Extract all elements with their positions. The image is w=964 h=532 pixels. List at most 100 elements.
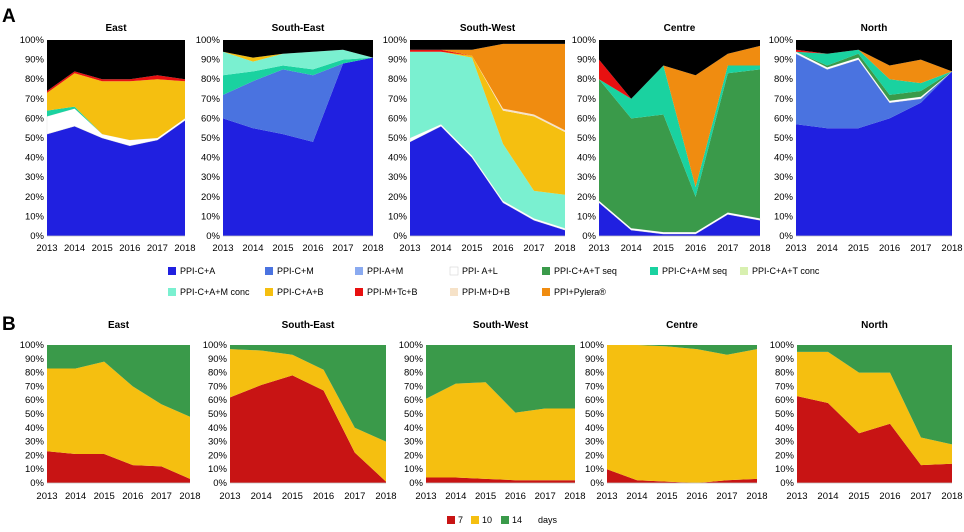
y-tick-label: 90% <box>25 55 45 66</box>
panel-label-b: B <box>2 314 16 335</box>
chart-a-centre: 0% 10% 20% 30% 40% 50% 60% 70% 80% 90% 100% 2013 201… <box>572 23 771 254</box>
x-tick-label: 2014 <box>445 491 466 502</box>
y-tick-label: 50% <box>201 133 221 144</box>
area-ppi-c-a-t-seq <box>599 69 760 233</box>
legend-swatch <box>450 288 458 296</box>
chart-title: South-West <box>460 23 516 34</box>
x-tick-label: 2015 <box>272 243 293 254</box>
area-7 <box>607 469 757 483</box>
y-tick-label: 80% <box>774 74 794 85</box>
area-ppi-c-a-m-seq <box>47 106 185 140</box>
y-tick-label: 70% <box>774 94 794 105</box>
y-tick-label: 60% <box>208 395 228 406</box>
x-tick-label: 2017 <box>910 243 931 254</box>
y-tick-label: 100% <box>196 35 221 46</box>
y-tick-label: 60% <box>585 395 605 406</box>
y-tick-label: 30% <box>25 437 45 448</box>
area-ppi-c-a-m-conc <box>223 49 373 76</box>
x-tick-label: 2013 <box>415 491 436 502</box>
y-tick-label: 20% <box>25 192 45 203</box>
legend-swatch <box>650 267 658 275</box>
x-tick-label: 2014 <box>242 243 263 254</box>
x-tick-label: 2016 <box>685 243 706 254</box>
y-tick-label: 70% <box>775 381 795 392</box>
y-tick-label: 100% <box>20 340 45 351</box>
charts-layer: 0% 10% 20% 30% 40% 50% 60% 70% 80% 90% 100% 2013 201… <box>20 23 963 502</box>
y-tick-label: 0% <box>590 478 604 489</box>
y-tick-label: 20% <box>774 192 794 203</box>
y-tick-label: 40% <box>775 423 795 434</box>
y-tick-label: 100% <box>770 340 795 351</box>
y-tick-label: 30% <box>388 172 408 183</box>
y-tick-label: 70% <box>585 381 605 392</box>
legend-item-ppi-c-m: PPI-C+M <box>265 266 314 276</box>
area-ppi-c-a-m-conc <box>410 51 565 229</box>
area-other <box>410 40 565 50</box>
y-tick-label: 20% <box>201 192 221 203</box>
area-14 <box>230 345 386 442</box>
legend-label: PPI- A+L <box>462 266 498 276</box>
x-tick-label: 2017 <box>535 491 556 502</box>
legend-swatch <box>355 267 363 275</box>
x-tick-label: 2013 <box>399 243 420 254</box>
area-ppi-c-m <box>796 53 952 129</box>
area-ppi-m-d-b <box>410 49 565 133</box>
legend-item-ppi-a-l: PPI- A+L <box>449 266 498 276</box>
y-tick-label: 10% <box>25 464 45 475</box>
area-14 <box>607 345 757 355</box>
chart-a-north: 0% 10% 20% 30% 40% 50% 60% 70% 80% 90% 100% 2013 201… <box>769 23 963 254</box>
y-tick-label: 60% <box>577 113 597 124</box>
y-tick-label: 50% <box>775 409 795 420</box>
y-tick-label: 40% <box>577 153 597 164</box>
x-tick-label: 2018 <box>179 491 200 502</box>
y-tick-label: 80% <box>404 368 424 379</box>
y-tick-label: 40% <box>201 153 221 164</box>
x-tick-label: 2015 <box>656 491 677 502</box>
panel-label-a: A <box>2 6 16 27</box>
legend-swatch <box>501 516 509 524</box>
y-tick-label: 20% <box>577 192 597 203</box>
y-tick-label: 0% <box>213 478 227 489</box>
y-tick-label: 30% <box>774 172 794 183</box>
area-ppi-c-m <box>223 57 373 142</box>
y-tick-label: 70% <box>208 381 228 392</box>
area-ppi-pylera <box>410 43 565 131</box>
y-tick-label: 10% <box>585 464 605 475</box>
y-tick-label: 30% <box>25 172 45 183</box>
legend-item-days-14: 14 <box>501 515 522 525</box>
y-tick-label: 10% <box>775 464 795 475</box>
area-10 <box>47 361 190 479</box>
x-tick-label: 2014 <box>626 491 647 502</box>
chart-title: Centre <box>664 23 696 34</box>
y-tick-label: 10% <box>774 211 794 222</box>
chart-title: South-East <box>272 23 325 34</box>
legend-item-days-10: 10 <box>471 515 492 525</box>
x-tick-label: 2017 <box>332 243 353 254</box>
legend-item-ppi-pylera: PPI+Pylera® <box>542 287 606 297</box>
y-tick-label: 20% <box>388 192 408 203</box>
chart-title: East <box>108 320 130 331</box>
legend-label: PPI-C+A+M seq <box>662 266 727 276</box>
area-ppi-c-a-b <box>47 73 185 140</box>
x-tick-label: 2014 <box>817 243 838 254</box>
area-ppi-c-a-m-seq <box>223 57 373 95</box>
x-tick-label: 2018 <box>554 243 575 254</box>
y-tick-label: 90% <box>585 354 605 365</box>
legend-label: PPI-C+M <box>277 266 314 276</box>
x-tick-label: 2017 <box>151 491 172 502</box>
legend-swatch <box>449 266 459 276</box>
chart-title: South-West <box>473 320 529 331</box>
y-tick-label: 80% <box>585 368 605 379</box>
y-tick-label: 70% <box>201 94 221 105</box>
area-ppi-c-a-m-seq <box>599 65 760 197</box>
y-tick-label: 50% <box>404 409 424 420</box>
chart-b-east: 0% 10% 20% 30% 40% 50% 60% 70% 80% 90% 100% 2013 201… <box>20 320 201 502</box>
legend-label: 14 <box>512 515 522 525</box>
x-tick-label: 2017 <box>344 491 365 502</box>
area-10 <box>797 351 952 466</box>
legend-item-ppi-c-a-m-seq: PPI-C+A+M seq <box>650 266 727 276</box>
legend-swatch <box>471 516 479 524</box>
y-tick-label: 30% <box>404 437 424 448</box>
y-tick-label: 20% <box>775 450 795 461</box>
legend-swatch <box>740 267 748 275</box>
